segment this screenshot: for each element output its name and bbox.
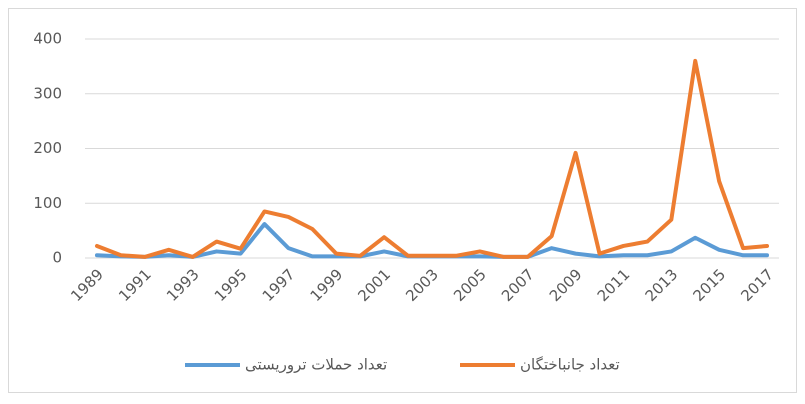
legend-label: تعداد حملات تروریستی xyxy=(245,356,387,374)
legend-label: تعداد جانباختگان xyxy=(520,356,620,374)
data-line xyxy=(94,58,770,259)
y-tick-label: 0 xyxy=(52,249,62,267)
y-tick-label: 200 xyxy=(33,139,62,157)
chart-border xyxy=(8,8,797,393)
y-tick-label: 400 xyxy=(33,30,62,48)
y-tick-label: 100 xyxy=(33,194,62,212)
y-tick-label: 300 xyxy=(33,84,62,102)
